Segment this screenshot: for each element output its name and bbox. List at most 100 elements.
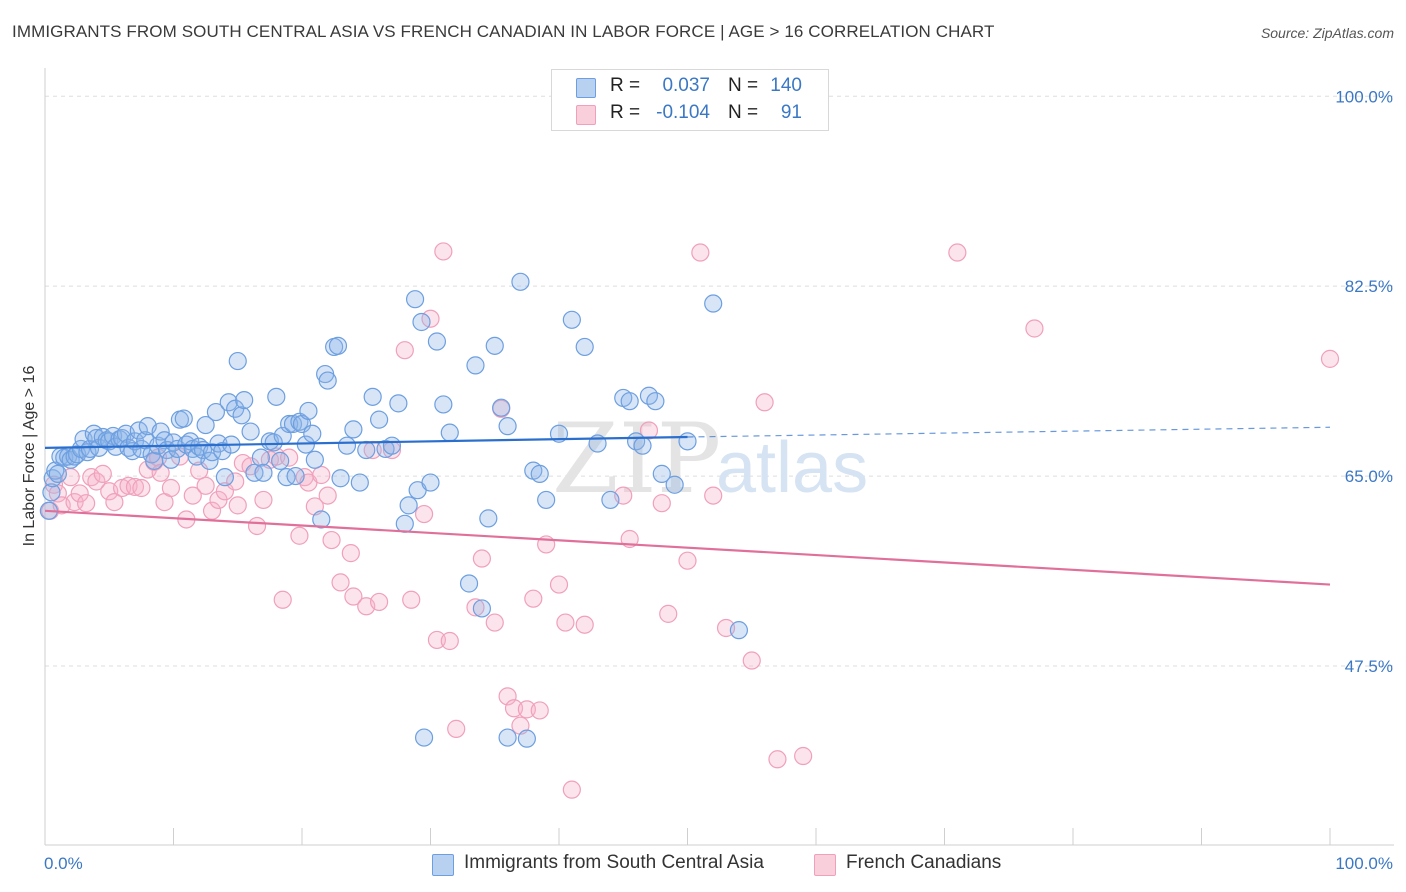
south-central-asia-point — [498, 417, 517, 436]
south-central-asia-point — [665, 475, 684, 494]
south-central-asia-point — [254, 463, 273, 482]
french-canadians-point — [652, 494, 671, 513]
n-label: N = — [728, 102, 759, 123]
french-canadians-point — [402, 590, 421, 609]
south-central-asia-point — [421, 473, 440, 492]
south-central-asia-point — [215, 468, 234, 487]
south-central-asia-point — [305, 450, 324, 469]
french-canadians-point — [273, 590, 292, 609]
south-central-asia-point — [151, 422, 170, 441]
south-central-asia-point — [370, 410, 389, 429]
french-canadians-point — [575, 615, 594, 634]
y-axis-label: In Labor Force | Age > 16 — [21, 366, 38, 547]
french-canadians-point — [524, 589, 543, 608]
french-canadians-point — [659, 604, 678, 623]
french-canadians-point — [228, 496, 247, 515]
french-canadians-point — [93, 464, 112, 483]
south-central-asia-point — [395, 514, 414, 533]
south-central-asia-point — [357, 440, 376, 460]
french-canadians-point — [161, 478, 181, 498]
french-canadians-point — [318, 486, 337, 505]
south-central-asia-point — [620, 392, 639, 411]
french-canadians-point — [427, 630, 447, 650]
south-central-asia-point — [389, 394, 408, 413]
french-canadians-point — [312, 465, 331, 485]
south-central-asia-point — [412, 312, 431, 332]
south-central-asia-point — [286, 466, 305, 486]
french-canadians-point — [755, 393, 774, 412]
south-central-asia-point — [466, 356, 485, 375]
french-canadians-points — [41, 242, 1340, 799]
french-canadians-point — [704, 486, 723, 505]
legend-label: Immigrants from South Central Asia — [464, 852, 764, 873]
south-central-asia-point — [549, 424, 569, 443]
watermark: ZIP — [552, 403, 721, 515]
french-canadians-point — [341, 544, 360, 563]
south-central-asia-point — [312, 510, 331, 529]
french-canadians-point — [691, 243, 710, 262]
x-tick-label: 100.0% — [1335, 854, 1393, 873]
french-canadians-point — [344, 587, 363, 606]
south-central-asia-point — [405, 290, 425, 309]
french-canadians-point — [504, 699, 524, 718]
south-central-asia-point — [492, 398, 511, 417]
south-central-asia-point — [485, 336, 504, 355]
french-canadians-point — [105, 493, 124, 512]
grid-lines — [45, 95, 1394, 667]
source-label: Source: ZipAtlas.com — [1260, 25, 1394, 41]
south-central-asia-point — [232, 406, 251, 425]
pink-legend-swatch — [814, 854, 836, 876]
south-central-asia-point — [219, 393, 238, 412]
south-central-asia-point — [48, 464, 67, 483]
south-central-asia-point — [241, 422, 260, 441]
legend-row-blue: R = 0.037 N = 140 — [552, 74, 828, 100]
south-central-asia-point — [399, 496, 418, 515]
french-canadians-point — [768, 750, 787, 769]
y-tick-label: 82.5% — [1345, 277, 1393, 296]
south-central-asia-point — [517, 729, 536, 748]
south-central-asia-point — [414, 728, 434, 747]
french-canadians-point — [948, 243, 967, 262]
south-central-asia-point — [328, 336, 348, 355]
south-central-asia-point — [382, 436, 402, 455]
south-central-asia-point — [350, 473, 369, 492]
legend-row-pink: R = -0.104 N = 91 — [552, 101, 828, 127]
french-canadians-point — [517, 700, 536, 719]
stats-legend: R = 0.037 N = 140 R = -0.104 N = 91 — [551, 69, 829, 131]
french-canadians-point — [414, 504, 434, 524]
south-central-asia-point — [472, 599, 491, 618]
south-central-asia-point — [267, 387, 286, 406]
south-central-asia-point — [213, 442, 232, 461]
french-canadians-point — [794, 746, 813, 766]
french-canadians-point — [331, 573, 350, 592]
french-canadians-point — [1025, 319, 1044, 338]
french-canadians-point — [125, 477, 145, 497]
french-canadians-point — [639, 421, 659, 440]
french-canadians-point — [322, 530, 341, 550]
south-central-asia-point — [161, 450, 181, 469]
south-central-asia-point — [196, 415, 215, 435]
french-canadians-point — [530, 701, 549, 720]
n-label: N = — [728, 75, 759, 96]
south-central-asia-point — [174, 409, 193, 428]
y-tick-label: 47.5% — [1345, 657, 1393, 676]
french-canadians-point — [485, 613, 504, 632]
french-canadians-point — [132, 478, 151, 498]
south-central-asia-point — [228, 351, 247, 371]
french-canadians-point — [466, 598, 485, 617]
south-central-asia-point — [129, 421, 148, 440]
blue-swatch — [576, 78, 596, 98]
south-central-asia-point — [729, 621, 749, 640]
south-central-asia-point — [299, 401, 318, 421]
french-canadians-point — [678, 551, 697, 570]
chart-title: IMMIGRANTS FROM SOUTH CENTRAL ASIA VS FR… — [12, 22, 995, 41]
r-value: 0.037 — [662, 75, 710, 96]
south-central-asia-point — [46, 461, 65, 480]
french-canadians-point — [70, 484, 89, 503]
south-central-asia-point — [331, 469, 350, 488]
south-central-asia-point — [235, 391, 254, 410]
tick-labels: 100.0% 82.5% 65.0% 47.5% 0.0% 100.0% — [44, 87, 1393, 873]
south-central-asia-point — [575, 337, 594, 357]
south-central-asia-point — [271, 451, 290, 470]
